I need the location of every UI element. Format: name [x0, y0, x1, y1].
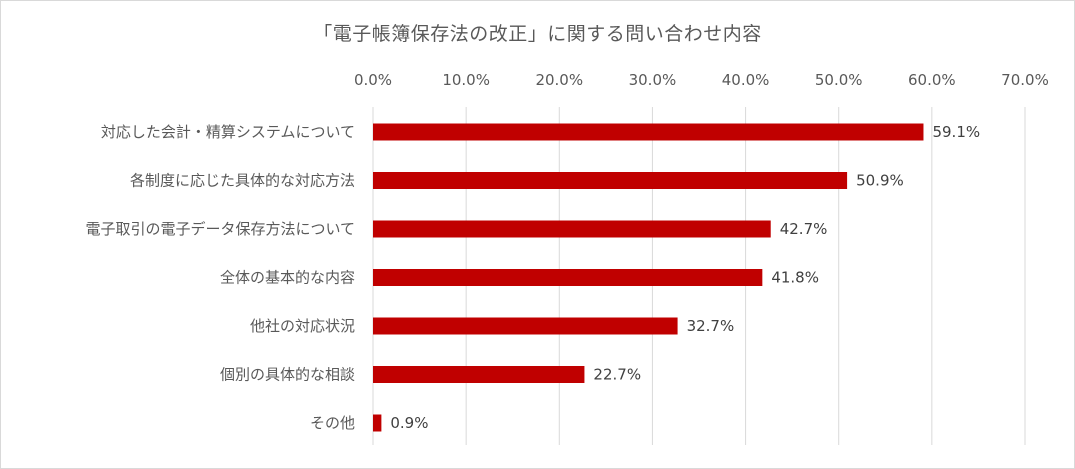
data-label: 41.8%	[771, 269, 819, 287]
category-label: 他社の対応状況	[250, 317, 355, 335]
category-label: 各制度に応じた具体的な対応方法	[130, 172, 355, 190]
data-label: 0.9%	[390, 414, 428, 432]
bar	[373, 366, 585, 383]
bar	[373, 414, 382, 432]
category-label: その他	[310, 414, 355, 432]
category-label: 対応した会計・精算システムについて	[101, 123, 355, 141]
x-tick-label: 60.0%	[908, 71, 956, 89]
x-tick-label: 70.0%	[1001, 71, 1049, 89]
chart-title: 「電子帳簿保存法の改正」に関する問い合わせ内容	[313, 23, 762, 45]
x-tick-label: 50.0%	[815, 71, 863, 89]
category-label: 電子取引の電子データ保存方法について	[85, 220, 355, 238]
data-label: 22.7%	[593, 366, 641, 384]
data-label: 32.7%	[687, 317, 735, 335]
bar	[373, 123, 924, 141]
data-label: 59.1%	[932, 123, 980, 141]
data-label: 50.9%	[856, 172, 904, 190]
x-tick-label: 30.0%	[629, 71, 677, 89]
category-label: 全体の基本的な内容	[220, 269, 355, 287]
x-tick-label: 10.0%	[442, 71, 490, 89]
data-label: 42.7%	[780, 220, 828, 238]
bar	[373, 317, 678, 335]
bar	[373, 172, 848, 189]
bar	[373, 220, 771, 238]
bar	[373, 269, 763, 286]
category-label: 個別の具体的な相談	[220, 366, 355, 384]
x-tick-label: 20.0%	[535, 71, 583, 89]
x-tick-label: 40.0%	[722, 71, 770, 89]
x-tick-label: 0.0%	[354, 71, 392, 89]
